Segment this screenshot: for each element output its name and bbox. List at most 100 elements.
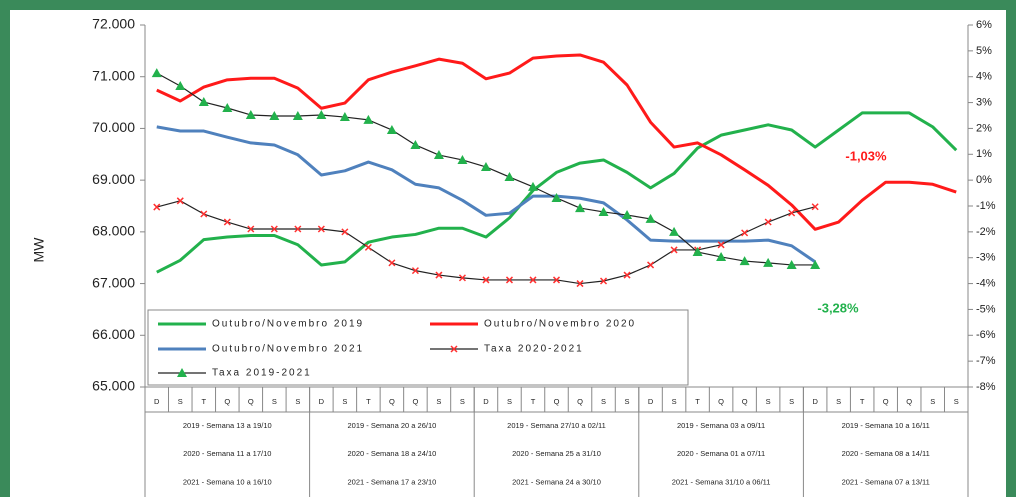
week-label: 2021 - Semana 17 a 23/10: [347, 477, 436, 486]
x-tick-label: T: [201, 397, 206, 406]
x-tick-label: D: [483, 397, 489, 406]
x-tick-label: D: [319, 397, 325, 406]
x-tick-label: S: [295, 397, 300, 406]
x-tick-label: Q: [906, 397, 912, 406]
x-tick-label: T: [860, 397, 865, 406]
y2-tick-label: 2%: [976, 122, 992, 134]
series-marker: [504, 172, 515, 182]
series-marker: [717, 241, 725, 249]
x-tick-label: S: [930, 397, 935, 406]
x-tick-label: S: [789, 397, 794, 406]
x-tick-label: S: [672, 397, 677, 406]
x-tick-label: S: [178, 397, 183, 406]
series-marker: [386, 124, 397, 134]
x-tick-label: S: [460, 397, 465, 406]
x-tick-label: Q: [577, 397, 583, 406]
x-tick-label: S: [954, 397, 959, 406]
series-marker: [669, 226, 680, 236]
series-marker: [598, 206, 609, 216]
y-tick-label: 65.000: [92, 378, 135, 394]
y-axis-label: MW: [31, 237, 47, 263]
series-marker: [739, 256, 750, 266]
x-tick-label: S: [507, 397, 512, 406]
week-label: 2019 - Semana 27/10 a 02/11: [507, 421, 606, 430]
y2-tick-label: -5%: [976, 303, 996, 315]
series-marker: [645, 213, 656, 223]
x-tick-label: Q: [718, 397, 724, 406]
series-marker: [363, 114, 374, 124]
series-marker: [198, 97, 209, 107]
series-marker: [317, 225, 325, 233]
week-label: 2020 - Semana 11 a 17/10: [183, 449, 271, 458]
series-marker: [388, 259, 396, 267]
week-label: 2021 - Semana 31/10 a 06/11: [672, 477, 771, 486]
legend-marker: [450, 345, 458, 353]
series-marker: [763, 257, 774, 267]
x-tick-label: D: [648, 397, 654, 406]
series-line: [156, 53, 957, 231]
series-marker: [599, 277, 608, 285]
week-label: 2020 - Semana 18 a 24/10: [347, 449, 436, 458]
series-marker: [270, 225, 278, 233]
series-marker: [247, 225, 255, 233]
series-marker: [811, 203, 819, 211]
legend-label: Outubro/Novembro 2021: [212, 344, 364, 355]
week-label: 2020 - Semana 25 a 31/10: [512, 449, 601, 458]
week-label: 2019 - Semana 20 a 26/10: [347, 421, 436, 430]
series-marker: [670, 246, 678, 254]
series-marker: [480, 161, 491, 171]
annotation: -1,03%: [845, 148, 887, 163]
y2-tick-label: 6%: [976, 19, 992, 31]
annotation: -3,28%: [817, 300, 859, 315]
x-tick-label: T: [531, 397, 536, 406]
series-marker: [339, 112, 350, 122]
legend-marker: [177, 368, 187, 377]
y2-tick-label: -7%: [976, 355, 996, 367]
x-tick-label: S: [836, 397, 841, 406]
y2-tick-label: -2%: [976, 226, 996, 238]
y2-tick-label: 4%: [976, 71, 992, 83]
legend-label: Taxa 2019-2021: [212, 368, 312, 379]
series-marker: [292, 111, 303, 121]
legend: [147, 309, 689, 386]
legend-label: Outubro/Novembro 2020: [484, 319, 636, 330]
week-label: 2019 - Semana 10 a 16/11: [842, 421, 930, 430]
series-marker: [223, 218, 231, 226]
x-tick-label: S: [436, 397, 441, 406]
series-marker: [435, 271, 443, 279]
series-marker: [505, 276, 514, 284]
week-label: 2019 - Semana 03 a 09/11: [677, 421, 765, 430]
week-label: 2020 - Semana 01 a 07/11: [677, 449, 765, 458]
x-tick-label: Q: [389, 397, 395, 406]
y-tick-label: 66.000: [92, 326, 135, 342]
x-tick-label: T: [366, 397, 371, 406]
series-marker: [810, 259, 821, 269]
y2-tick-label: 5%: [976, 45, 992, 57]
week-label: 2020 - Semana 08 a 14/11: [842, 449, 930, 458]
series-marker: [457, 154, 468, 164]
y2-tick-label: -4%: [976, 277, 996, 289]
x-tick-label: Q: [554, 397, 560, 406]
y2-tick-label: -8%: [976, 381, 996, 393]
y-tick-label: 70.000: [92, 119, 135, 135]
y-tick-label: 72.000: [92, 16, 135, 32]
x-tick-label: S: [342, 397, 347, 406]
y-tick-label: 67.000: [92, 274, 135, 290]
legend-label: Outubro/Novembro 2019: [212, 319, 364, 330]
series-marker: [176, 197, 184, 205]
x-tick-label: D: [154, 397, 160, 406]
y2-tick-label: -1%: [976, 200, 996, 212]
series-line: [156, 125, 817, 264]
x-tick-label: Q: [883, 397, 889, 406]
series-marker: [245, 109, 256, 119]
x-tick-label: S: [766, 397, 771, 406]
y-tick-label: 71.000: [92, 67, 135, 83]
series-marker: [622, 210, 633, 220]
series-marker: [527, 181, 538, 191]
series-marker: [551, 192, 562, 202]
series-marker: [575, 203, 586, 213]
x-tick-label: Q: [742, 397, 748, 406]
series-marker: [200, 210, 208, 218]
y-tick-label: 69.000: [92, 171, 135, 187]
